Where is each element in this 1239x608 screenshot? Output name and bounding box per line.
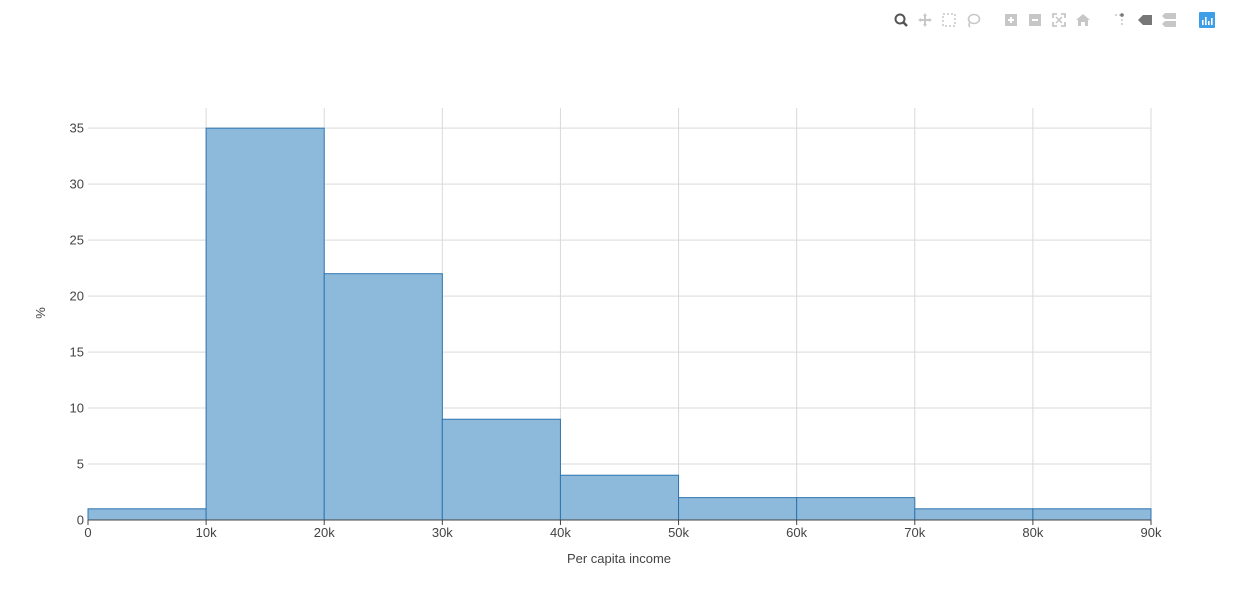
y-axis-title: % xyxy=(33,307,48,319)
histogram-bar xyxy=(205,127,325,521)
reset-axes-button[interactable] xyxy=(1071,10,1095,30)
modebar-group xyxy=(999,10,1095,30)
y-tick-label: 25 xyxy=(70,233,84,248)
x-tick-label: 90k xyxy=(1141,525,1162,540)
modebar-group xyxy=(1195,10,1219,30)
hover-closest-icon xyxy=(1138,15,1152,25)
bars xyxy=(87,127,1152,521)
lasso-select-button[interactable] xyxy=(961,10,985,30)
pan-button[interactable] xyxy=(913,10,937,30)
y-tick-label: 5 xyxy=(77,457,84,472)
hover-compare-icon xyxy=(1162,13,1176,27)
plotly-logo-button[interactable] xyxy=(1195,10,1219,30)
box-select-icon xyxy=(942,13,956,27)
histogram-bar xyxy=(914,508,1034,521)
spike-lines-button[interactable] xyxy=(1109,10,1133,30)
histogram-bar xyxy=(1032,508,1152,521)
x-tick-label: 70k xyxy=(904,525,925,540)
x-axis-title: Per capita income xyxy=(567,551,671,566)
histogram-bar xyxy=(441,418,561,521)
x-tick-label: 30k xyxy=(432,525,453,540)
histogram-bar xyxy=(323,273,443,521)
reset-axes-icon xyxy=(1076,14,1090,26)
zoom-icon xyxy=(894,13,908,27)
x-tick-label: 40k xyxy=(550,525,571,540)
y-tick-label: 0 xyxy=(77,513,84,528)
y-tick-label: 30 xyxy=(70,177,84,192)
spike-lines-icon xyxy=(1115,13,1124,26)
y-tick-label: 20 xyxy=(70,289,84,304)
hover-closest-button[interactable] xyxy=(1133,10,1157,30)
axes xyxy=(87,519,1152,525)
x-tick-label: 50k xyxy=(668,525,689,540)
x-tick-label: 60k xyxy=(786,525,807,540)
histogram-bar xyxy=(678,497,798,521)
plotly-logo-icon xyxy=(1199,12,1215,28)
histogram-bar xyxy=(796,497,916,521)
hover-compare-button[interactable] xyxy=(1157,10,1181,30)
x-tick-label: 0 xyxy=(84,525,91,540)
histogram-bar xyxy=(87,508,207,521)
zoom-in-icon xyxy=(1005,14,1017,26)
x-tick-label: 20k xyxy=(314,525,335,540)
autoscale-icon xyxy=(1052,13,1066,27)
zoom-out-icon xyxy=(1029,14,1041,26)
x-tick-label: 10k xyxy=(196,525,217,540)
box-select-button[interactable] xyxy=(937,10,961,30)
zoom-button[interactable] xyxy=(889,10,913,30)
modebar-group xyxy=(889,10,985,30)
modebar-group xyxy=(1109,10,1181,30)
y-tick-label: 15 xyxy=(70,345,84,360)
pan-icon xyxy=(918,13,932,27)
histogram-bar xyxy=(559,474,680,521)
y-tick-label: 35 xyxy=(70,121,84,136)
zoom-out-button[interactable] xyxy=(1023,10,1047,30)
y-tick-label: 10 xyxy=(70,401,84,416)
zoom-in-button[interactable] xyxy=(999,10,1023,30)
modebar xyxy=(875,10,1219,30)
lasso-select-icon xyxy=(967,13,981,28)
tick-labels: 0 10k 20k 30k 40k 50k 60k 70k 80k 90k 0 5 10 15 20 25 30… xyxy=(70,121,1162,540)
x-tick-label: 80k xyxy=(1022,525,1043,540)
autoscale-button[interactable] xyxy=(1047,10,1071,30)
